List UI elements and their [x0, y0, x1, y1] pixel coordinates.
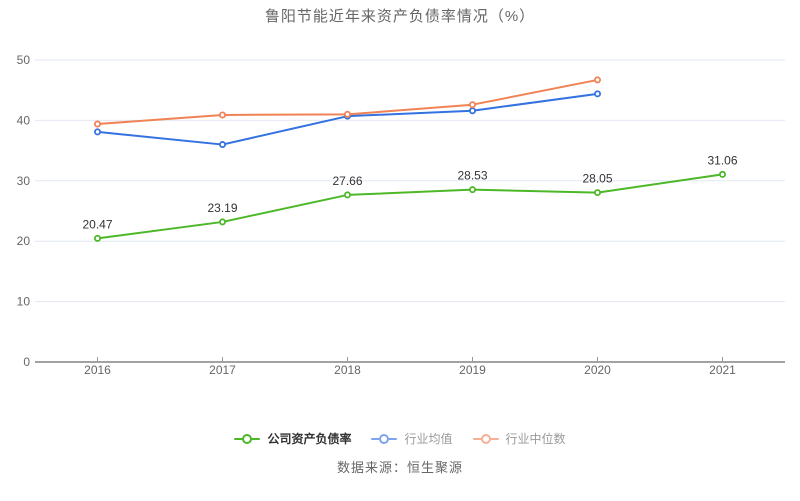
chart-legend: 公司资产负债率 行业均值 行业中位数 — [0, 432, 800, 446]
legend-line-marker-icon — [371, 434, 398, 444]
data-point — [94, 234, 102, 242]
y-axis-tick-label: 20 — [17, 234, 31, 248]
legend-item-industry-median[interactable]: 行业中位数 — [472, 432, 566, 446]
data-point — [218, 218, 226, 226]
data-point — [343, 191, 351, 199]
data-point-label: 28.05 — [582, 172, 612, 186]
data-point-label: 23.19 — [207, 201, 237, 215]
line-chart-canvas: 0 10 20 30 40 50 2016 2017 2018 2019 2020 2021 20.47… — [17, 53, 785, 377]
chart-title: 鲁阳节能近年来资产负债率情况（%） — [264, 8, 536, 25]
y-axis-tick-label: 0 — [23, 355, 30, 369]
data-point — [468, 101, 476, 109]
x-axis-tick-label: 2020 — [584, 363, 611, 377]
x-axis-tick-label: 2016 — [84, 363, 111, 377]
series-line — [97, 173, 723, 240]
data-point — [594, 90, 602, 98]
x-axis-tick-label: 2018 — [334, 363, 361, 377]
data-point — [468, 107, 476, 115]
legend-item-industry-mean[interactable]: 行业均值 — [371, 432, 453, 446]
y-axis-tick-label: 50 — [17, 53, 31, 67]
data-point — [218, 111, 226, 119]
legend-line-marker-icon — [472, 434, 499, 444]
data-point — [94, 120, 102, 128]
data-source-note: 数据来源：恒生聚源 — [336, 460, 463, 475]
data-point-label: 28.53 — [457, 169, 487, 183]
data-point — [218, 141, 226, 149]
data-point-label: 31.06 — [707, 153, 737, 167]
data-point-label: 27.66 — [332, 174, 362, 188]
data-point — [94, 128, 102, 136]
legend-label: 行业均值 — [404, 432, 453, 446]
x-axis-tick-label: 2021 — [709, 363, 736, 377]
y-axis-tick-label: 10 — [17, 295, 31, 309]
x-axis-tick-label: 2017 — [209, 363, 236, 377]
legend-label: 公司资产负债率 — [267, 432, 352, 446]
data-point — [594, 189, 602, 197]
legend-label: 行业中位数 — [505, 432, 566, 446]
data-point-label: 20.47 — [82, 217, 112, 231]
legend-line-marker-icon — [234, 434, 261, 444]
y-axis-tick-label: 40 — [17, 113, 31, 127]
legend-item-company[interactable]: 公司资产负债率 — [234, 432, 351, 446]
data-point — [719, 170, 727, 178]
y-axis-tick-label: 30 — [17, 174, 31, 188]
data-point — [343, 110, 351, 118]
x-axis-tick-label: 2019 — [459, 363, 486, 377]
data-point — [594, 76, 602, 84]
data-point — [468, 186, 476, 194]
